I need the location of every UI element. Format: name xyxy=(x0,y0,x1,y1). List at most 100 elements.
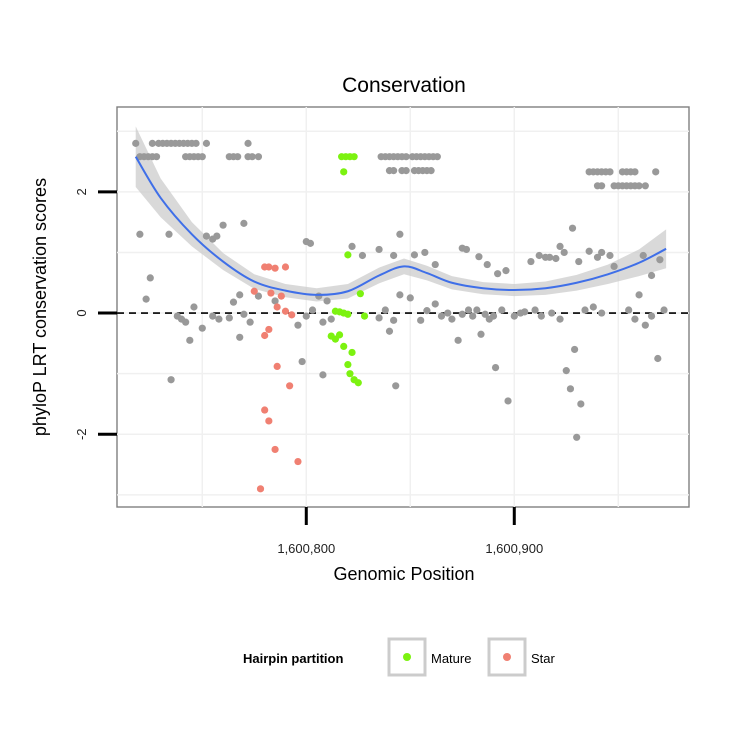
point-other xyxy=(444,309,452,317)
point-star xyxy=(271,445,279,454)
point-mature xyxy=(356,290,364,298)
point-other xyxy=(132,139,140,147)
point-star xyxy=(277,292,285,300)
point-star xyxy=(265,263,273,271)
point-other xyxy=(589,303,597,311)
point-other xyxy=(454,336,462,344)
point-other xyxy=(527,257,535,266)
point-other xyxy=(631,168,639,176)
point-other xyxy=(202,232,211,240)
point-other xyxy=(489,312,498,320)
point-other xyxy=(431,260,439,269)
point-other xyxy=(571,345,579,354)
point-other xyxy=(302,312,310,320)
point-star xyxy=(281,307,290,315)
point-other xyxy=(390,167,398,175)
point-other xyxy=(494,270,502,278)
point-other xyxy=(654,354,662,363)
smooth-line xyxy=(134,156,667,296)
point-star xyxy=(273,303,281,311)
point-other xyxy=(502,267,510,275)
point-other xyxy=(396,291,404,299)
point-other xyxy=(448,315,456,323)
point-other xyxy=(402,167,410,175)
point-other xyxy=(192,139,200,147)
point-other xyxy=(198,324,206,332)
legend-item-star: Star xyxy=(487,637,556,677)
point-other xyxy=(546,253,554,261)
point-star xyxy=(250,287,258,295)
point-other xyxy=(327,315,335,323)
point-other xyxy=(209,312,217,320)
point-other xyxy=(625,306,633,314)
point-other xyxy=(521,308,529,316)
legend-title: Hairpin partition xyxy=(243,651,343,666)
point-other xyxy=(573,433,581,441)
point-other xyxy=(254,153,263,161)
point-other xyxy=(406,294,414,302)
point-other xyxy=(248,153,256,161)
point-other xyxy=(410,251,419,259)
x-tick-label: 1,600,900 xyxy=(485,541,543,556)
point-other xyxy=(598,248,606,257)
point-other xyxy=(215,315,223,323)
point-other xyxy=(575,257,583,266)
point-other xyxy=(202,139,211,147)
point-mature xyxy=(346,370,354,378)
point-other xyxy=(566,385,575,393)
point-other xyxy=(556,315,564,323)
y-axis: -2 0 2 xyxy=(74,188,117,440)
point-mature xyxy=(344,310,352,318)
point-other xyxy=(477,330,485,338)
legend-item-mature: Mature xyxy=(387,637,471,677)
data-points xyxy=(132,139,668,493)
y-tick-label: 2 xyxy=(74,188,89,195)
point-star xyxy=(288,311,296,319)
point-star xyxy=(271,264,279,272)
point-other xyxy=(315,292,323,300)
point-star xyxy=(273,362,281,370)
point-mature xyxy=(340,342,348,350)
point-other xyxy=(308,306,317,314)
point-other xyxy=(635,291,643,299)
point-other xyxy=(481,310,489,318)
point-other xyxy=(577,400,585,408)
point-star xyxy=(256,485,265,493)
point-other xyxy=(562,367,570,375)
point-other xyxy=(610,262,618,270)
chart-title: Conservation xyxy=(342,74,466,97)
point-mature xyxy=(354,379,362,387)
point-other xyxy=(381,306,389,314)
point-other xyxy=(498,306,506,314)
point-other xyxy=(552,254,560,263)
point-other xyxy=(656,256,664,264)
point-other xyxy=(473,306,481,314)
point-other xyxy=(504,397,512,405)
point-other xyxy=(229,298,238,306)
point-other xyxy=(458,310,466,318)
point-star xyxy=(261,406,269,414)
point-other xyxy=(598,309,606,317)
point-other xyxy=(385,327,394,335)
point-star xyxy=(281,263,290,271)
point-other xyxy=(236,333,244,341)
point-star xyxy=(286,382,294,390)
point-other xyxy=(319,318,327,326)
point-other xyxy=(392,382,400,390)
point-other xyxy=(375,245,383,254)
point-other xyxy=(639,251,647,260)
point-other xyxy=(186,336,194,344)
point-other xyxy=(585,247,593,255)
point-other xyxy=(234,153,242,161)
point-other xyxy=(219,221,227,229)
point-other xyxy=(213,232,221,240)
point-other xyxy=(606,251,614,260)
point-other xyxy=(244,139,252,147)
point-mature xyxy=(344,360,352,369)
point-other xyxy=(606,168,614,176)
point-other xyxy=(469,312,477,320)
point-other xyxy=(152,153,161,161)
point-other xyxy=(298,357,306,366)
point-other xyxy=(510,312,518,320)
